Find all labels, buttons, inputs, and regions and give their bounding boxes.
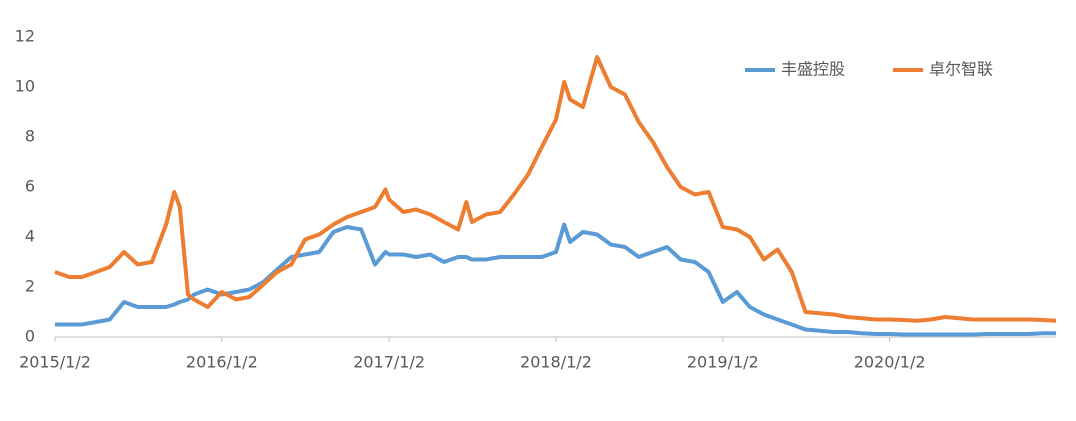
x-tick-label: 2016/1/2	[186, 353, 258, 372]
series-line	[55, 222, 1056, 337]
x-tick-label: 2020/1/2	[854, 353, 926, 372]
series-line	[54, 55, 1057, 323]
y-tick-label: 6	[25, 177, 35, 196]
legend-label: 卓尔智联	[929, 60, 993, 79]
x-tick-label: 2019/1/2	[687, 353, 759, 372]
y-tick-label: 2	[25, 277, 35, 296]
x-tick-label: 2018/1/2	[520, 353, 592, 372]
x-tick-label: 2017/1/2	[353, 353, 425, 372]
y-tick-label: 10	[15, 77, 35, 96]
y-tick-label: 4	[25, 227, 35, 246]
y-tick-label: 12	[15, 27, 35, 46]
x-tick-label: 2015/1/2	[19, 353, 91, 372]
y-tick-label: 0	[25, 327, 35, 346]
y-tick-label: 8	[25, 127, 35, 146]
legend-label: 丰盛控股	[781, 60, 845, 79]
